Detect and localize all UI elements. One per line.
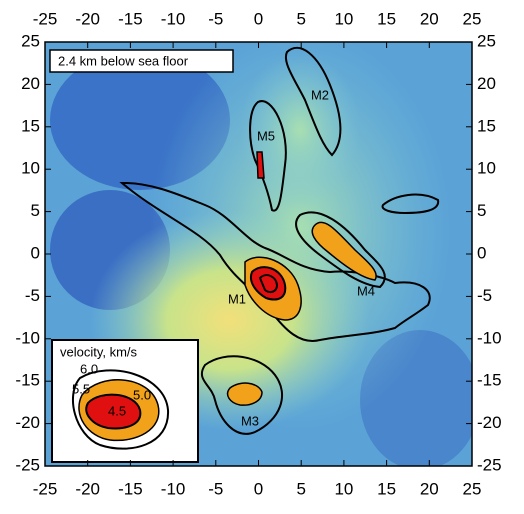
y-tick-label: -20 [15,413,40,432]
annotation: M4 [357,283,375,298]
x-tick-label: 5 [296,9,305,28]
y-tick-label: -5 [25,286,40,305]
legend-level: 4.5 [108,403,126,418]
y-tick-label: -15 [477,371,502,390]
x-tick-label: 0 [254,479,263,498]
annotation: M2 [311,87,329,102]
x-tick-label: 10 [334,9,353,28]
annotations: M1 M2 M3 M4 M5 [228,87,375,428]
x-tick-label: 5 [296,479,305,498]
y-tick-label: 20 [477,74,496,93]
y-tick-label: -25 [15,455,40,474]
contour [258,274,279,294]
contour [200,355,284,435]
contour [250,266,287,301]
y-tick-label: 25 [477,31,496,50]
y-tick-label: -20 [477,413,502,432]
y-tick-label: -15 [15,371,40,390]
contours [119,46,440,435]
chart-title: 2.4 km below sea floor [58,53,189,68]
contour [256,151,265,179]
x-tick-label: 15 [377,479,396,498]
y-tick-label: -25 [477,455,502,474]
annotation: M5 [257,128,275,143]
x-tick-label: 10 [334,479,353,498]
contour [284,46,342,157]
y-tick-label: 15 [21,116,40,135]
x-tick-label: -10 [161,479,186,498]
legend-title: velocity, km/s [60,344,138,359]
x-tick-label: -15 [118,479,143,498]
legend-labels: 6.0 5.5 5.0 4.5 [72,361,151,418]
contour [295,211,386,289]
contour [311,221,377,281]
y-tick-label: 20 [21,74,40,93]
velocity-map [45,42,472,466]
legend: velocity, km/s [51,339,199,463]
x-tick-label: -20 [75,479,100,498]
x-tick-label: -25 [33,479,58,498]
x-tick-label: 15 [377,9,396,28]
x-tick-label: 25 [463,479,482,498]
y-tick-label: 10 [477,159,496,178]
legend-contour [85,393,142,430]
y-tick-label: -5 [477,286,492,305]
y-tick-label: 0 [477,243,486,262]
contour [226,382,263,406]
y-tick-label: 10 [21,159,40,178]
contour [249,100,287,212]
y-tick-label: 15 [477,116,496,135]
x-tick-label: 20 [420,479,439,498]
x-tick-label: -5 [208,479,223,498]
x-tick-label: 20 [420,9,439,28]
legend-level: 5.0 [133,387,151,402]
y-tick-label: 5 [477,201,486,220]
legend-level: 5.5 [72,381,90,396]
x-tick-label: -15 [118,9,143,28]
x-tick-label: 25 [463,9,482,28]
x-tick-label: -20 [75,9,100,28]
contour [119,181,431,342]
x-tick-label: -5 [208,9,223,28]
y-tick-label: -10 [477,328,502,347]
annotation: M3 [241,413,259,428]
y-tick-label: 5 [31,201,40,220]
y-tick-label: 25 [21,31,40,50]
x-tick-label: -10 [161,9,186,28]
axes: -25 -25 -20 -20 -15 -15 -10 -10 -5 -5 0 0 5 5 10 10 15 15… [15,9,501,498]
legend-level: 6.0 [80,361,98,376]
y-tick-label: 0 [31,243,40,262]
x-tick-label: 0 [254,9,263,28]
contour [381,193,440,215]
title-box [49,49,234,73]
y-tick-label: -10 [15,328,40,347]
annotation: M1 [228,291,246,306]
x-tick-label: -25 [33,9,58,28]
legend-contour [71,369,170,450]
